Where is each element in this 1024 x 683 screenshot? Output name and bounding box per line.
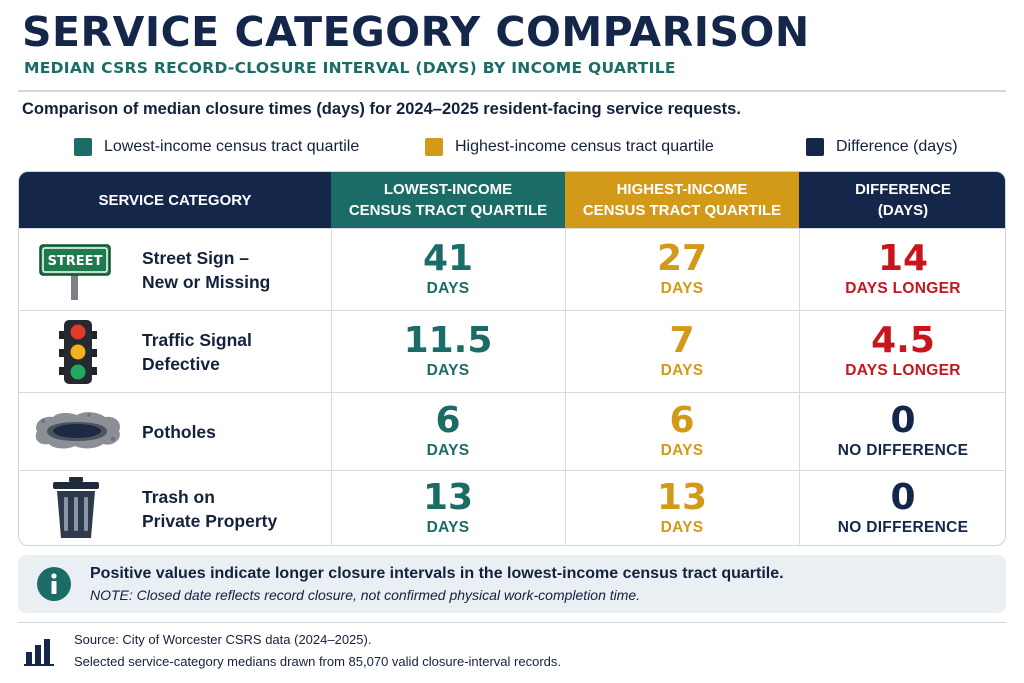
difference-value-cell: 0 NO DIFFERENCE xyxy=(799,400,1005,461)
description: Comparison of median closure times (days… xyxy=(22,100,741,118)
highest-unit: DAYS xyxy=(660,280,704,297)
traffic-light-icon xyxy=(59,320,97,384)
highest-unit: DAYS xyxy=(660,442,704,459)
header-category-label: SERVICE CATEGORY xyxy=(98,191,252,209)
difference-unit: DAYS LONGER xyxy=(845,280,961,297)
header-lowest: LOWEST-INCOME CENSUS TRACT QUARTILE xyxy=(331,172,565,228)
highest-unit: DAYS xyxy=(660,519,704,536)
highest-value: 6 xyxy=(669,400,695,441)
note-main-text: Positive values indicate longer closure … xyxy=(90,565,784,582)
difference-unit: DAYS LONGER xyxy=(845,362,961,379)
legend-swatch-lowest xyxy=(74,138,92,156)
note-sub-text: NOTE: Closed date reflects record closur… xyxy=(90,587,641,603)
category-label-line2: New or Missing xyxy=(142,272,271,292)
difference-value-cell: 4.5 DAYS LONGER xyxy=(799,320,1005,381)
category-label-line2: Private Property xyxy=(142,511,278,531)
highest-value: 7 xyxy=(669,320,695,361)
lowest-unit: DAYS xyxy=(426,280,470,297)
category-label: Trash on Private Property xyxy=(142,485,332,533)
header-highest: HIGHEST-INCOME CENSUS TRACT QUARTILE xyxy=(565,172,799,228)
header-difference: DIFFERENCE (DAYS) xyxy=(799,172,1005,228)
header-lowest-line2: CENSUS TRACT QUARTILE xyxy=(348,202,548,219)
legend-swatch-difference xyxy=(806,138,824,156)
highest-value-cell: 7 DAYS xyxy=(565,321,799,381)
legend-item-highest: Highest-income census tract quartile xyxy=(425,136,714,158)
highest-value: 13 xyxy=(656,477,708,518)
highest-value-cell: 13 DAYS xyxy=(565,478,799,538)
street-sign-icon: STREET xyxy=(39,244,111,300)
difference-value: 14 xyxy=(877,238,929,279)
info-icon xyxy=(37,567,71,601)
highest-value: 27 xyxy=(656,238,708,279)
legend-swatch-highest xyxy=(425,138,443,156)
table-row-potholes: Potholes 6 DAYS 6 DAYS 0 NO DIFFERENCE xyxy=(19,392,1005,470)
header-lowest-line1: LOWEST-INCOME xyxy=(383,181,513,198)
category-label-line1: Trash on xyxy=(142,487,215,507)
difference-value: 4.5 xyxy=(871,320,935,361)
difference-value: 0 xyxy=(890,400,916,441)
column-divider xyxy=(799,228,800,545)
lowest-unit: DAYS xyxy=(426,362,470,379)
header-category: SERVICE CATEGORY xyxy=(19,172,331,228)
highest-value-cell: 27 DAYS xyxy=(565,239,799,299)
category-label: Street Sign – New or Missing xyxy=(142,246,332,294)
info-note: Positive values indicate longer closure … xyxy=(18,555,1006,613)
category-label-line1: Potholes xyxy=(142,422,216,442)
lowest-value: 41 xyxy=(422,238,474,279)
legend-label-highest: Highest-income census tract quartile xyxy=(455,138,714,155)
comparison-table: SERVICE CATEGORY LOWEST-INCOME CENSUS TR… xyxy=(18,171,1006,546)
page-subtitle: MEDIAN CSRS RECORD-CLOSURE INTERVAL (DAY… xyxy=(24,59,676,77)
lowest-value-cell: 11.5 DAYS xyxy=(331,321,565,381)
legend-item-difference: Difference (days) xyxy=(806,136,958,158)
pothole-icon xyxy=(35,412,121,449)
lowest-value-cell: 41 DAYS xyxy=(331,239,565,299)
lowest-value: 13 xyxy=(422,477,474,518)
divider-top xyxy=(18,90,1006,92)
street-sign-text: STREET xyxy=(48,254,103,269)
column-divider xyxy=(331,228,332,545)
legend-label-difference: Difference (days) xyxy=(836,138,958,155)
table-row-traffic-signal: Traffic Signal Defective 11.5 DAYS 7 DAY… xyxy=(19,310,1005,392)
header-highest-line1: HIGHEST-INCOME xyxy=(616,181,748,198)
lowest-unit: DAYS xyxy=(426,519,470,536)
category-label-line1: Traffic Signal xyxy=(142,330,252,350)
legend-item-lowest: Lowest-income census tract quartile xyxy=(74,136,359,158)
difference-value: 0 xyxy=(890,477,916,518)
column-divider xyxy=(565,228,566,545)
trash-can-icon xyxy=(53,477,99,538)
bar-chart-icon xyxy=(24,639,54,666)
category-label: Traffic Signal Defective xyxy=(142,328,332,376)
table-row-street-sign: STREET Street Sign – New or Missing 41 D… xyxy=(19,228,1005,310)
header-difference-line2: (DAYS) xyxy=(877,202,929,219)
difference-value-cell: 14 DAYS LONGER xyxy=(799,238,1005,299)
source-line2: Selected service-category medians drawn … xyxy=(74,654,561,669)
category-label-line1: Street Sign – xyxy=(142,248,249,268)
category-label: Potholes xyxy=(142,420,332,444)
source-line1: Source: City of Worcester CSRS data (202… xyxy=(74,632,372,647)
difference-value-cell: 0 NO DIFFERENCE xyxy=(799,477,1005,538)
highest-value-cell: 6 DAYS xyxy=(565,401,799,461)
header-difference-line1: DIFFERENCE xyxy=(855,181,951,198)
divider-bottom xyxy=(18,622,1006,623)
lowest-value-cell: 6 DAYS xyxy=(331,401,565,461)
page-title: SERVICE CATEGORY COMPARISON xyxy=(22,8,810,56)
lowest-unit: DAYS xyxy=(426,442,470,459)
lowest-value-cell: 13 DAYS xyxy=(331,478,565,538)
legend-label-lowest: Lowest-income census tract quartile xyxy=(104,138,360,155)
table-row-trash: Trash on Private Property 13 DAYS 13 DAY… xyxy=(19,470,1005,545)
lowest-value: 6 xyxy=(435,400,461,441)
category-label-line2: Defective xyxy=(142,354,220,374)
header-highest-line2: CENSUS TRACT QUARTILE xyxy=(582,202,782,219)
difference-unit: NO DIFFERENCE xyxy=(837,442,969,459)
difference-unit: NO DIFFERENCE xyxy=(837,519,969,536)
lowest-value: 11.5 xyxy=(403,320,493,361)
highest-unit: DAYS xyxy=(660,362,704,379)
